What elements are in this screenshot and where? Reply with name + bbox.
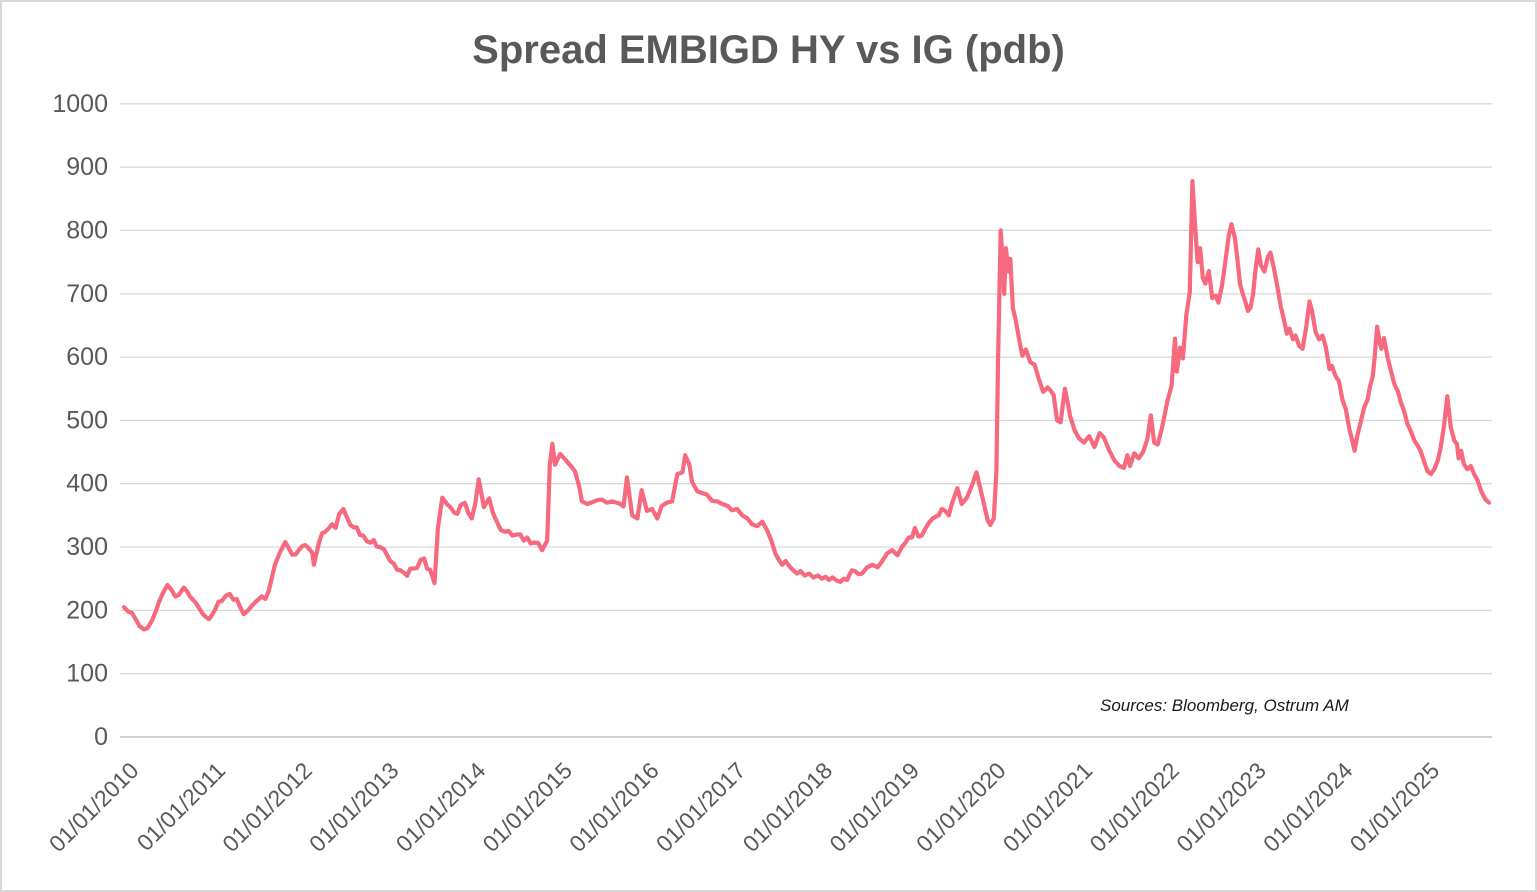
y-tick-label: 800 <box>66 216 108 244</box>
x-tick-label: 01/01/2025 <box>1345 757 1445 857</box>
y-tick-label: 900 <box>66 153 108 181</box>
x-tick-label: 01/01/2017 <box>651 757 751 857</box>
x-tick-label: 01/01/2023 <box>1171 757 1271 857</box>
y-tick-label: 600 <box>66 343 108 371</box>
x-tick-label: 01/01/2015 <box>477 757 577 857</box>
x-tick-label: 01/01/2021 <box>998 757 1098 857</box>
y-tick-label: 0 <box>94 723 108 751</box>
x-tick-label: 01/01/2019 <box>824 757 924 857</box>
x-tick-label: 01/01/2010 <box>44 757 144 857</box>
series-line <box>121 179 1492 632</box>
x-tick-label: 01/01/2014 <box>391 757 491 857</box>
x-tick-label: 01/01/2012 <box>217 757 317 857</box>
x-tick-label: 01/01/2020 <box>911 757 1011 857</box>
y-tick-label: 300 <box>66 533 108 561</box>
x-tick-label: 01/01/2022 <box>1084 757 1184 857</box>
x-tick-label: 01/01/2011 <box>132 757 231 856</box>
x-tick-label: 01/01/2013 <box>304 757 404 857</box>
x-tick-label: 01/01/2018 <box>738 757 838 857</box>
y-tick-label: 200 <box>66 596 108 624</box>
source-note: Sources: Bloomberg, Ostrum AM <box>1100 696 1349 715</box>
y-tick-label: 100 <box>66 660 108 688</box>
chart-title: Spread EMBIGD HY vs IG (pdb) <box>472 28 1065 72</box>
x-tick-label: 01/01/2024 <box>1258 757 1358 857</box>
y-tick-label: 1000 <box>52 90 108 118</box>
y-tick-label: 400 <box>66 470 108 498</box>
y-tick-label: 500 <box>66 406 108 434</box>
y-tick-label: 700 <box>66 280 108 308</box>
x-tick-label: 01/01/2016 <box>564 757 664 857</box>
